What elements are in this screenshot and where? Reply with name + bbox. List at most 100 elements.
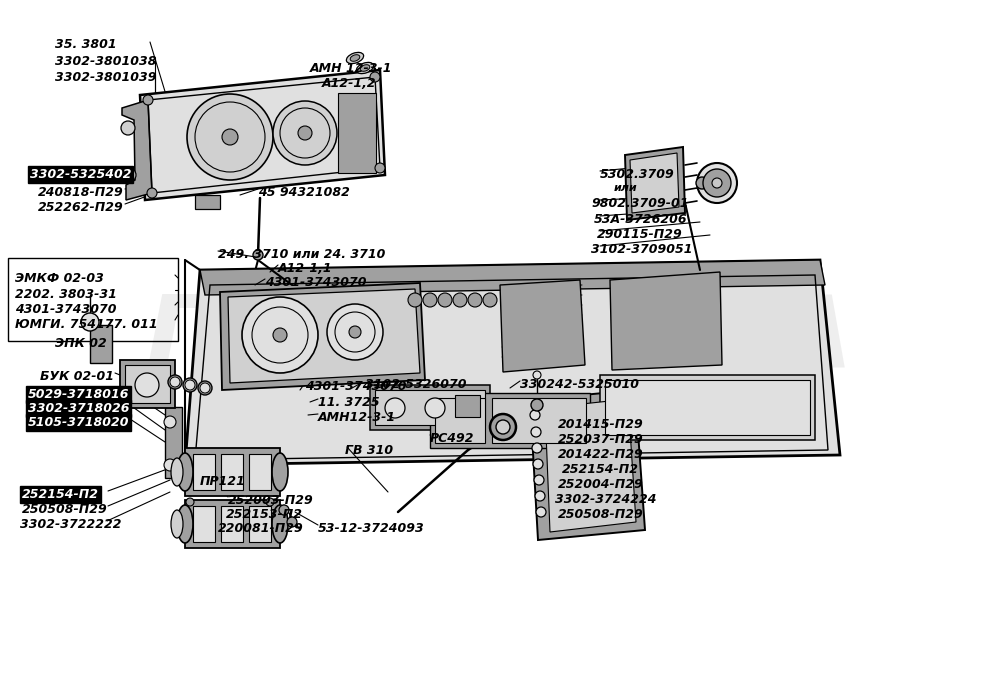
Circle shape — [327, 304, 383, 360]
Text: 240818-П29: 240818-П29 — [38, 186, 124, 199]
Circle shape — [121, 121, 135, 135]
Circle shape — [438, 293, 452, 307]
Circle shape — [196, 510, 204, 518]
Ellipse shape — [177, 453, 193, 491]
Circle shape — [533, 371, 541, 379]
Ellipse shape — [171, 458, 183, 486]
Text: 4301-3743070: 4301-3743070 — [265, 276, 366, 289]
Bar — [221, 506, 243, 542]
Bar — [249, 506, 271, 542]
Ellipse shape — [360, 65, 370, 71]
Text: 252003-П29: 252003-П29 — [228, 494, 314, 507]
Polygon shape — [610, 272, 722, 370]
Text: 35. 3801: 35. 3801 — [55, 38, 117, 51]
Text: 252153-П2: 252153-П2 — [226, 508, 303, 521]
Circle shape — [266, 498, 274, 506]
Text: ГВ 310: ГВ 310 — [345, 444, 393, 457]
Ellipse shape — [171, 510, 183, 538]
Ellipse shape — [198, 381, 212, 395]
Circle shape — [531, 399, 543, 411]
Text: 53А-3726206: 53А-3726206 — [594, 213, 688, 226]
Ellipse shape — [696, 177, 708, 189]
Text: 5029-3718016: 5029-3718016 — [28, 388, 130, 401]
Circle shape — [200, 383, 210, 393]
Circle shape — [242, 297, 318, 373]
Circle shape — [222, 129, 238, 145]
Text: АМН12-3-1: АМН12-3-1 — [318, 411, 396, 424]
Circle shape — [530, 410, 540, 420]
Text: А12-1,1: А12-1,1 — [278, 262, 333, 275]
Text: ПР121: ПР121 — [200, 475, 246, 488]
Text: 201415-П29: 201415-П29 — [558, 418, 644, 431]
Circle shape — [408, 293, 422, 307]
Text: 201422-П29: 201422-П29 — [558, 448, 644, 461]
Circle shape — [534, 475, 544, 485]
Bar — [125, 365, 170, 403]
Circle shape — [531, 427, 541, 437]
Text: 11. 3725: 11. 3725 — [318, 396, 380, 409]
Circle shape — [122, 168, 136, 182]
Polygon shape — [625, 147, 685, 220]
Bar — [185, 448, 280, 496]
Circle shape — [533, 459, 543, 469]
Text: или: или — [614, 183, 638, 193]
Bar — [8, 258, 178, 341]
Text: 252037-П29: 252037-П29 — [558, 433, 644, 446]
Circle shape — [375, 163, 385, 173]
Text: 250508-П29: 250508-П29 — [22, 503, 108, 516]
Bar — [455, 395, 480, 417]
Text: 3302-5325402: 3302-5325402 — [30, 168, 132, 181]
Ellipse shape — [183, 378, 197, 392]
Bar — [120, 360, 175, 408]
Circle shape — [279, 505, 289, 515]
Circle shape — [287, 517, 297, 527]
Circle shape — [425, 398, 445, 418]
Polygon shape — [545, 399, 636, 532]
Bar — [435, 398, 485, 443]
Circle shape — [453, 293, 467, 307]
Circle shape — [164, 416, 176, 428]
Text: 3102-5326070: 3102-5326070 — [365, 378, 466, 391]
Text: 250508-П29: 250508-П29 — [558, 508, 644, 521]
Circle shape — [468, 293, 482, 307]
Text: ЮМГИ. 754177. 011: ЮМГИ. 754177. 011 — [15, 318, 158, 331]
Circle shape — [186, 498, 194, 506]
Text: 330242-5325010: 330242-5325010 — [520, 378, 639, 391]
Text: ПЛАНКЕЗКА: ПЛАНКЕЗКА — [146, 292, 854, 388]
Text: 3302-3801038: 3302-3801038 — [55, 55, 156, 68]
Bar — [185, 500, 280, 548]
Bar — [338, 93, 376, 173]
Circle shape — [536, 507, 546, 517]
Polygon shape — [220, 283, 425, 390]
Bar — [600, 375, 815, 440]
Text: 252154-П2: 252154-П2 — [22, 488, 99, 501]
Bar — [193, 454, 215, 490]
Circle shape — [143, 95, 153, 105]
Text: БУК 02-01: БУК 02-01 — [40, 370, 114, 383]
Circle shape — [697, 163, 737, 203]
Circle shape — [187, 94, 273, 180]
Ellipse shape — [272, 505, 288, 543]
Text: АМН 12-3-1: АМН 12-3-1 — [310, 62, 392, 75]
Text: 3302-3718026: 3302-3718026 — [28, 402, 130, 415]
Circle shape — [703, 169, 731, 197]
Bar — [370, 385, 490, 430]
Bar — [249, 454, 271, 490]
Polygon shape — [500, 280, 585, 372]
Text: 290115-П29: 290115-П29 — [597, 228, 683, 241]
Circle shape — [535, 491, 545, 501]
Text: ЭМКФ 02-03: ЭМКФ 02-03 — [15, 272, 104, 285]
Ellipse shape — [346, 52, 364, 64]
Text: 252262-П29: 252262-П29 — [38, 201, 124, 214]
Polygon shape — [165, 407, 192, 478]
Circle shape — [483, 293, 497, 307]
Text: ЭПК 02: ЭПК 02 — [55, 337, 107, 350]
Ellipse shape — [177, 505, 193, 543]
Bar — [195, 195, 220, 209]
Bar — [221, 454, 243, 490]
Circle shape — [185, 380, 195, 390]
Polygon shape — [530, 390, 645, 540]
Ellipse shape — [272, 453, 288, 491]
Circle shape — [490, 414, 516, 440]
Circle shape — [81, 313, 99, 331]
